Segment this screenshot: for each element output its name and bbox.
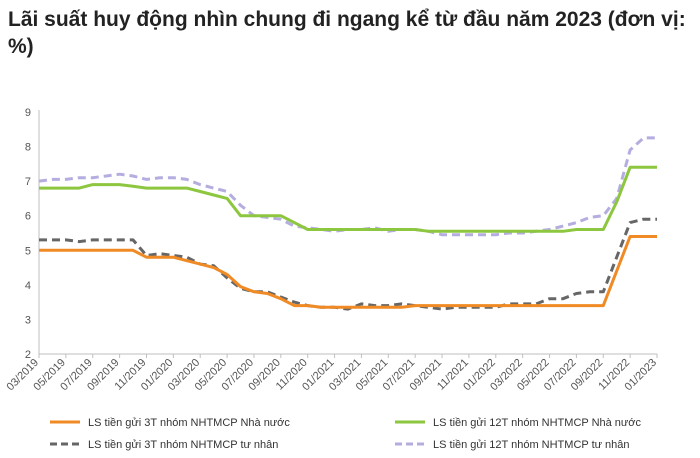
- legend-label: LS tiền gửi 3T nhóm NHTMCP tư nhân: [88, 439, 278, 451]
- series-line: [39, 235, 657, 309]
- y-tick-label: 5: [25, 245, 31, 257]
- legend-label: LS tiền gửi 3T nhóm NHTMCP Nhà nước: [88, 417, 290, 429]
- legend-item: LS tiền gửi 3T nhóm NHTMCP tư nhân: [50, 439, 278, 451]
- y-tick-label: 8: [25, 142, 31, 154]
- plot-area: [38, 136, 657, 311]
- legend-item: LS tiền gửi 12T nhóm NHTMCP tư nhân: [395, 439, 630, 451]
- y-tick-label: 9: [25, 107, 31, 119]
- y-tick-label: 7: [25, 176, 31, 188]
- legend-item: LS tiền gửi 12T nhóm NHTMCP Nhà nước: [395, 417, 642, 429]
- legend-item: LS tiền gửi 3T nhóm NHTMCP Nhà nước: [50, 417, 290, 429]
- legend-label: LS tiền gửi 12T nhóm NHTMCP tư nhân: [433, 439, 630, 451]
- y-tick-label: 4: [25, 280, 31, 292]
- chart-legend: LS tiền gửi 3T nhóm NHTMCP Nhà nước LS ti…: [50, 417, 642, 451]
- chart-title: Lãi suất huy động nhìn chung đi ngang kể…: [8, 8, 686, 58]
- y-tick-label: 6: [25, 211, 31, 223]
- series-line: [39, 165, 657, 233]
- legend-label: LS tiền gửi 12T nhóm NHTMCP Nhà nước: [433, 417, 642, 429]
- series-line: [39, 217, 657, 311]
- y-tick-label: 3: [25, 314, 31, 326]
- y-tick-label: 2: [25, 349, 31, 361]
